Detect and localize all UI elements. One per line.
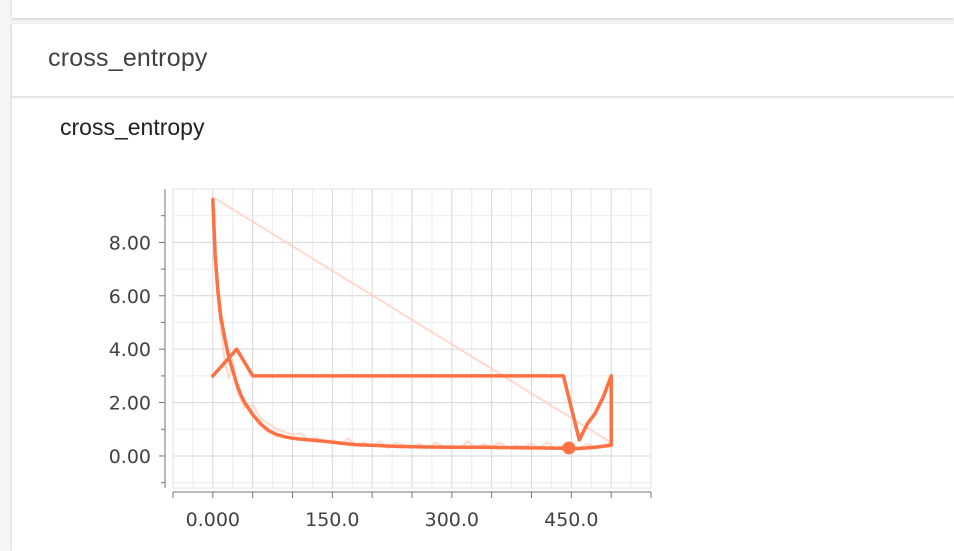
x-tick-label: 150.0	[305, 509, 359, 531]
chart-grid	[172, 188, 652, 489]
chart-title: cross_entropy	[60, 114, 205, 140]
chart-markers	[562, 441, 576, 455]
chart-series	[211, 196, 613, 451]
x-tick-label: 450.0	[544, 509, 598, 531]
cross-entropy-panel: cross_entropy	[12, 24, 954, 551]
previous-panel-card	[12, 0, 954, 18]
x-tick-label: 300.0	[425, 509, 479, 531]
x-tick-label: 0.000	[186, 509, 240, 531]
panel-title: cross_entropy	[48, 44, 208, 72]
plot-frame	[172, 188, 652, 489]
y-tick-label: 6.00	[109, 286, 151, 308]
panel-header[interactable]: cross_entropy	[12, 24, 954, 97]
chart-ticks: 0.00 2.00 4.00 6.00 8.00 0.000 150.0 300.0 450.0	[109, 215, 652, 531]
y-tick-label: 8.00	[109, 232, 151, 254]
smoothed-series-line	[211, 197, 613, 451]
raw-series-line	[211, 196, 613, 449]
y-tick-label: 2.00	[109, 393, 151, 415]
highlight-point	[562, 441, 576, 455]
y-tick-label: 4.00	[109, 339, 151, 361]
y-tick-label: 0.00	[109, 446, 151, 468]
